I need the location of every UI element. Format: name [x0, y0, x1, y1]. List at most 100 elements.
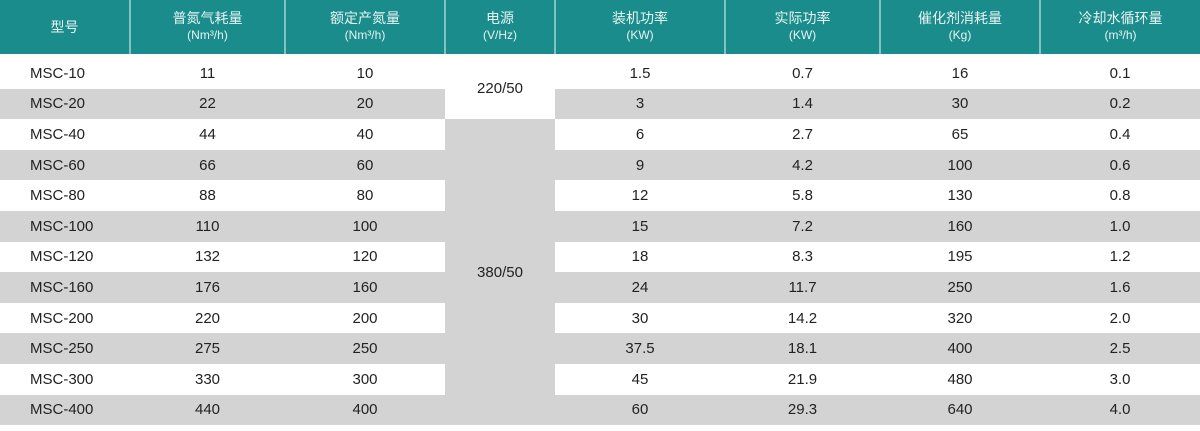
value-cell: 1.6: [1040, 272, 1200, 303]
model-cell: MSC-200: [30, 309, 94, 327]
value-cell: 176: [130, 272, 285, 303]
header-title: 冷却水循环量: [1078, 10, 1163, 26]
value-cell: 0.7: [792, 64, 813, 82]
header-unit: (V/Hz): [483, 28, 517, 42]
value-cell: 2.0: [1109, 309, 1131, 327]
model-cell: MSC-160: [0, 272, 130, 303]
value-cell: 0.2: [1040, 88, 1200, 120]
header-unit: (Nm³/h): [187, 28, 228, 42]
header-title: 电源: [486, 10, 514, 26]
value-cell: 320: [947, 309, 973, 327]
value-cell: 400: [285, 394, 445, 426]
column-header: 普氮气耗量 (Nm³/h): [129, 0, 285, 58]
header-row: 型号 普氮气耗量 (Nm³/h) 额定产氮量 (Nm³/h) 电源 (V/Hz) 装机功率 (K…: [0, 0, 1200, 58]
column-header: 装机功率 (KW): [554, 0, 725, 58]
value-cell: 37.5: [555, 333, 725, 364]
value-cell: 250: [285, 333, 445, 364]
model-cell: MSC-20: [0, 88, 130, 120]
value-cell: 1.0: [1040, 210, 1200, 242]
value-cell: 275: [130, 333, 285, 364]
value-cell: 16: [951, 64, 969, 82]
header-title: 催化剂消耗量: [918, 10, 1002, 26]
value-cell: 22: [130, 88, 285, 120]
value-cell: 160: [285, 272, 445, 303]
table-row: MSC-200 220 200 30 14.2 320 2.0: [0, 303, 1200, 334]
column-header: 型号: [0, 0, 130, 58]
table-row: MSC-20 22 20 3 1.4 30 0.2: [0, 88, 1200, 120]
value-cell: 330: [194, 370, 221, 388]
table-row: MSC-40 44 40 380/50 6 2.7 65 0.4: [0, 119, 1200, 426]
value-cell: 18.1: [725, 333, 880, 364]
value-cell: 100: [285, 210, 445, 242]
value-cell: 120: [352, 248, 378, 266]
model-cell: MSC-40: [30, 125, 86, 143]
model-cell: MSC-250: [0, 333, 130, 364]
value-cell: 60: [555, 394, 725, 426]
value-cell: 3: [555, 88, 725, 120]
value-cell: 200: [352, 309, 378, 327]
value-cell: 7.2: [725, 210, 880, 242]
value-cell: 24: [555, 272, 725, 303]
value-cell: 0.6: [1040, 149, 1200, 181]
value-cell: 15: [555, 210, 725, 242]
value-cell: 640: [880, 394, 1040, 426]
value-cell: 4.0: [1040, 394, 1200, 426]
value-cell: 1.2: [1109, 248, 1131, 266]
table-row: MSC-60 66 60 9 4.2 100 0.6: [0, 149, 1200, 181]
column-header: 冷却水循环量 (m³/h): [1039, 0, 1200, 58]
header-unit: (m³/h): [1104, 28, 1137, 42]
header-unit: (Kg): [948, 28, 972, 42]
header-title: 装机功率: [612, 10, 668, 26]
table-row: MSC-10 11 10 220/50 1.5 0.7 16 0.1: [0, 56, 1200, 120]
value-cell: 6: [635, 125, 645, 143]
table-row: MSC-400 440 400 60 29.3 640 4.0: [0, 394, 1200, 426]
value-cell: 12: [631, 187, 649, 205]
value-cell: 195: [947, 248, 973, 266]
value-cell: 66: [130, 149, 285, 181]
model-cell: MSC-60: [0, 149, 130, 181]
column-header: 实际功率 (KW): [724, 0, 880, 58]
model-cell: MSC-300: [30, 370, 94, 388]
column-header: 催化剂消耗量 (Kg): [879, 0, 1040, 58]
value-cell: 45: [631, 370, 649, 388]
table-row: MSC-100 110 100 15 7.2 160 1.0: [0, 210, 1200, 242]
column-header: 额定产氮量 (Nm³/h): [284, 0, 445, 58]
value-cell: 5.8: [792, 187, 813, 205]
value-cell: 110: [130, 210, 285, 242]
value-cell: 40: [356, 125, 374, 143]
value-cell: 0.4: [1109, 125, 1131, 143]
model-cell: MSC-80: [30, 187, 86, 205]
value-cell: 300: [352, 370, 378, 388]
value-cell: 0.1: [1109, 64, 1131, 82]
value-cell: 1.4: [725, 88, 880, 120]
value-cell: 30: [880, 88, 1040, 120]
model-cell: MSC-120: [30, 248, 94, 266]
header-unit: (KW): [626, 28, 654, 42]
value-cell: 130: [947, 187, 973, 205]
value-cell: 100: [880, 149, 1040, 181]
value-cell: 44: [199, 125, 216, 143]
value-cell: 18: [631, 248, 649, 266]
table-row: MSC-160 176 160 24 11.7 250 1.6: [0, 272, 1200, 303]
model-cell: MSC-100: [0, 210, 130, 242]
power-cell: 380/50: [445, 119, 555, 426]
value-cell: 160: [880, 210, 1040, 242]
power-cell: 220/50: [445, 56, 555, 120]
header-title: 额定产氮量: [330, 10, 400, 26]
value-cell: 60: [285, 149, 445, 181]
table-row: MSC-250 275 250 37.5 18.1 400 2.5: [0, 333, 1200, 364]
value-cell: 3.0: [1109, 370, 1131, 388]
header-title: 型号: [50, 18, 79, 35]
value-cell: 132: [194, 248, 221, 266]
value-cell: 65: [951, 125, 969, 143]
header-unit: (Nm³/h): [344, 28, 386, 42]
value-cell: 80: [356, 187, 374, 205]
value-cell: 8.3: [792, 248, 813, 266]
value-cell: 20: [285, 88, 445, 120]
value-cell: 0.8: [1109, 187, 1131, 205]
table-row: MSC-80 88 80 12 5.8 130 0.8: [0, 180, 1200, 211]
value-cell: 2.5: [1040, 333, 1200, 364]
value-cell: 21.9: [787, 370, 818, 388]
header-unit: (KW): [788, 28, 817, 42]
value-cell: 440: [130, 394, 285, 426]
